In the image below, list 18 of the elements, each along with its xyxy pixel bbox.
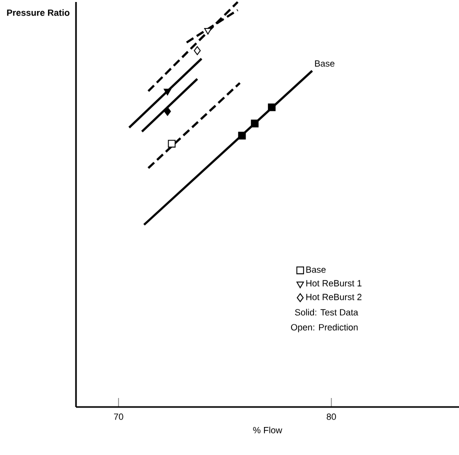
annotation: Solid: Test Data — [295, 308, 358, 316]
point — [204, 28, 212, 35]
point — [268, 103, 276, 112]
annotation: Base — [315, 60, 334, 67]
legend-label: Hot ReBurst 2 — [306, 294, 362, 300]
point — [250, 120, 259, 128]
point — [164, 88, 172, 96]
annotation: Open: Prediction — [291, 324, 358, 332]
y-axis-title: Pressure Ratio — [7, 9, 70, 16]
point — [168, 140, 176, 148]
x-tick-label: 80 — [326, 414, 336, 420]
point — [164, 106, 171, 116]
legend-label: Base — [306, 266, 326, 273]
x-tick-label: 70 — [114, 414, 124, 420]
legend-label: Hot ReBurst 1 — [306, 280, 362, 286]
point — [194, 46, 201, 56]
point — [238, 132, 246, 140]
x-axis-title: % Flow — [253, 426, 282, 434]
